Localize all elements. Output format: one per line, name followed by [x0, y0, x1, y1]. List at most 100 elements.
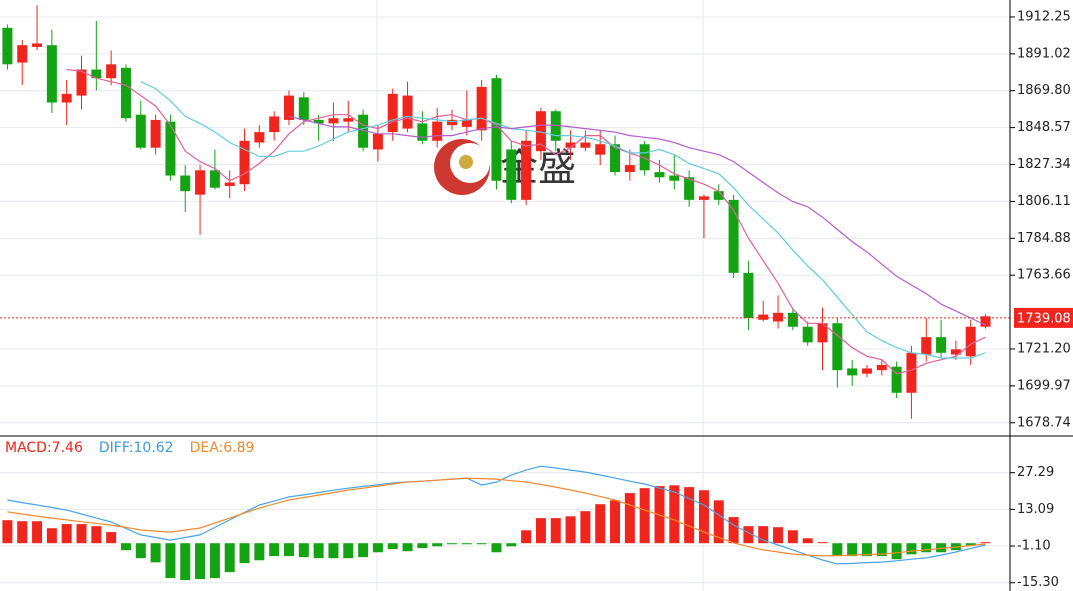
indicator-line — [140, 81, 986, 359]
macd-bar — [891, 543, 902, 560]
macd-bar — [802, 538, 813, 544]
candle-body — [417, 123, 428, 141]
macd-bar — [32, 521, 43, 544]
candle-body — [358, 114, 369, 148]
macd-bar — [476, 543, 487, 545]
macd-bar — [372, 543, 383, 553]
macd-bar — [358, 543, 369, 558]
candle-body — [32, 43, 43, 47]
candle-body — [728, 199, 739, 273]
y-tick-label: 1806.11 — [1017, 194, 1071, 209]
macd-bar — [106, 532, 117, 544]
macd-bar — [328, 543, 339, 559]
macd-bar — [506, 543, 517, 547]
macd-bar — [965, 543, 976, 546]
candle-body — [432, 121, 443, 141]
macd-bar — [669, 485, 680, 544]
candle-body — [550, 111, 561, 141]
candle-body — [17, 45, 28, 63]
candle-body — [476, 86, 487, 131]
macd-bar — [521, 530, 532, 544]
macd-bar — [728, 517, 739, 544]
candle-body — [387, 93, 398, 133]
candle-body — [328, 118, 339, 124]
macd-bar — [343, 543, 354, 559]
candle-body — [283, 95, 294, 120]
candle-body — [521, 140, 532, 200]
last-price-label: 1739.08 — [1017, 311, 1071, 326]
y-tick-label: 1763.66 — [1017, 268, 1071, 283]
macd-bar — [209, 543, 220, 579]
macd-bar — [461, 543, 472, 545]
macd-bar — [120, 543, 131, 551]
macd-bar — [46, 528, 57, 544]
macd-bar — [980, 542, 991, 544]
candle-body — [180, 175, 191, 192]
last-price-box — [1014, 307, 1073, 328]
candle-body — [758, 314, 769, 320]
candle-body — [313, 119, 324, 124]
candle-body — [921, 337, 932, 355]
candle-body — [135, 114, 146, 148]
macd-bar — [91, 526, 102, 544]
candle-body — [120, 67, 131, 119]
macd-bar — [876, 543, 887, 557]
candle-body — [76, 69, 87, 96]
macd-bar — [239, 543, 250, 564]
candle-body — [269, 116, 280, 133]
macd-bar — [313, 543, 324, 559]
macd-bar — [491, 543, 502, 553]
candle-body — [906, 352, 917, 393]
candle-body — [150, 119, 161, 148]
candle-body — [46, 45, 57, 103]
candle-body — [580, 142, 591, 148]
macd-bar — [936, 543, 947, 553]
candle-body — [950, 349, 961, 355]
macd-bar — [298, 543, 309, 558]
candle-body — [298, 97, 309, 120]
y-tick-label: 1721.20 — [1017, 341, 1071, 356]
candle-body — [832, 323, 843, 371]
macd-bar — [713, 500, 724, 544]
macd-bar — [550, 518, 561, 544]
y-tick-label: 1827.34 — [1017, 157, 1071, 172]
macd-bar — [758, 526, 769, 544]
macd-bar — [195, 543, 206, 580]
macd-bar — [684, 487, 695, 544]
candle-body — [402, 95, 413, 129]
macd-bar — [283, 543, 294, 557]
macd-bar — [595, 504, 606, 544]
indicator-line — [288, 115, 986, 326]
macd-bar — [580, 511, 591, 544]
macd-bar — [269, 543, 280, 557]
macd-bar — [698, 490, 709, 544]
y-tick-label: 1891.02 — [1017, 46, 1071, 61]
candle-body — [91, 69, 102, 79]
candle-body — [743, 272, 754, 319]
candle-body — [491, 78, 502, 181]
indicator-label: DIFF:10.62 — [99, 440, 174, 456]
candle-body — [565, 142, 576, 148]
macd-bar — [180, 543, 191, 581]
macd-bar — [224, 543, 235, 573]
macd-bar — [61, 524, 72, 544]
macd-bar — [787, 530, 798, 544]
candle-body — [624, 165, 635, 173]
candle-body — [773, 312, 784, 322]
macd-bar — [610, 500, 621, 544]
candle-body — [506, 149, 517, 200]
candle-body — [639, 144, 650, 171]
candle-body — [891, 366, 902, 393]
candle-body — [936, 337, 947, 353]
indicator-line — [66, 68, 986, 375]
candle-body — [654, 172, 665, 178]
macd-bar — [743, 526, 754, 544]
candle-body — [195, 170, 206, 195]
y-tick-label: 27.29 — [1017, 465, 1054, 480]
macd-bar — [165, 543, 176, 579]
macd-bar — [832, 543, 843, 557]
macd-bar — [135, 543, 146, 559]
y-tick-label: -1.10 — [1017, 539, 1051, 554]
